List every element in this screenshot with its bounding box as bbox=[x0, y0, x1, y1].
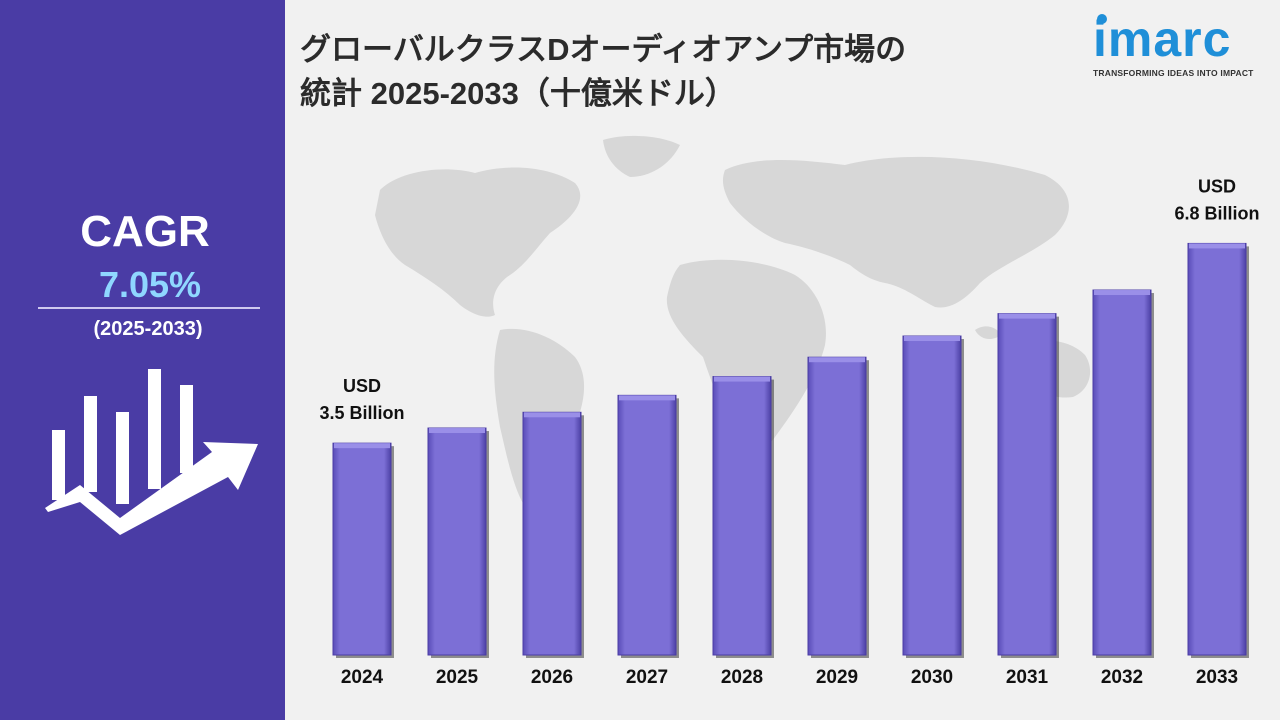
chart-title-line-2: 統計 2025-2033（十億米ドル） bbox=[300, 76, 736, 111]
bar-body bbox=[427, 427, 487, 656]
bar-2029 bbox=[807, 356, 869, 658]
data-label: USD bbox=[343, 376, 381, 396]
bar-top bbox=[809, 357, 865, 363]
bar-body bbox=[617, 394, 677, 656]
x-tick-label: 2027 bbox=[626, 667, 668, 688]
world-map-icon bbox=[375, 135, 1091, 507]
x-tick-label: 2025 bbox=[436, 667, 479, 688]
bar-top bbox=[429, 428, 485, 434]
cagr-period: (2025-2033) bbox=[93, 318, 203, 340]
bar-body bbox=[902, 335, 962, 656]
bar-2028 bbox=[712, 376, 774, 658]
chart-title: グローバルクラスDオーディオアンプ市場の 統計 2025-2033（十億米ドル） bbox=[300, 28, 1080, 116]
bar-top bbox=[334, 443, 390, 449]
bar-top bbox=[999, 313, 1055, 319]
imarc-logo: imarc TRANSFORMING IDEAS INTO IMPACT bbox=[1093, 12, 1268, 78]
bar-top bbox=[1189, 243, 1245, 249]
bar-top bbox=[619, 395, 675, 401]
x-tick-label: 2031 bbox=[1006, 667, 1049, 688]
bar-body bbox=[522, 411, 582, 656]
bar-body bbox=[712, 376, 772, 656]
x-tick-label: 2026 bbox=[531, 667, 573, 688]
data-label: USD bbox=[1198, 176, 1236, 196]
bar-2031 bbox=[997, 313, 1059, 658]
x-tick-label: 2029 bbox=[816, 667, 858, 688]
cagr-divider bbox=[38, 307, 260, 309]
bar-top bbox=[904, 336, 960, 342]
bar-top bbox=[714, 376, 770, 382]
x-tick-label: 2033 bbox=[1196, 667, 1238, 688]
bar-2032 bbox=[1092, 289, 1154, 658]
bar-top bbox=[524, 412, 580, 418]
growth-chart-icon bbox=[45, 369, 258, 535]
x-tick-label: 2028 bbox=[721, 667, 763, 688]
bar-2025 bbox=[427, 427, 489, 658]
bar-2033 bbox=[1187, 242, 1249, 658]
logo-tagline: TRANSFORMING IDEAS INTO IMPACT bbox=[1093, 68, 1254, 78]
bar-body bbox=[1092, 289, 1152, 656]
cagr-value: 7.05% bbox=[98, 264, 202, 305]
bar-2030 bbox=[902, 335, 964, 658]
chart-title-line-1: グローバルクラスDオーディオアンプ市場の bbox=[300, 32, 907, 67]
data-label: 6.8 Billion bbox=[1174, 203, 1259, 223]
bar-body bbox=[332, 442, 392, 656]
bar-top bbox=[1094, 290, 1150, 296]
bar-2026 bbox=[522, 411, 584, 658]
x-tick-label: 2032 bbox=[1101, 667, 1143, 688]
x-tick-label: 2030 bbox=[911, 667, 953, 688]
data-label: 3.5 Billion bbox=[319, 403, 404, 423]
logo-wordmark: imarc bbox=[1093, 11, 1232, 67]
bar-2024 bbox=[332, 442, 394, 658]
bar-body bbox=[807, 356, 867, 656]
bar-body bbox=[1187, 242, 1247, 656]
bar-chart: 2024 2025 2026 2027 2028 2029 2030 2031 2032 2033… bbox=[319, 135, 1260, 688]
logo-dot bbox=[1097, 14, 1107, 24]
cagr-sidebar: CAGR 7.05% (2025-2033) bbox=[0, 0, 285, 720]
cagr-label: CAGR bbox=[80, 207, 210, 256]
x-tick-label: 2024 bbox=[341, 667, 384, 688]
bar-body bbox=[997, 313, 1057, 656]
bar-2027 bbox=[617, 394, 679, 658]
